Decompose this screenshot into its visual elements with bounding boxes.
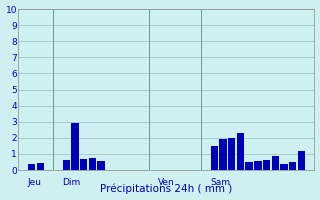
Bar	[71, 123, 79, 170]
Bar	[98, 161, 105, 170]
Bar	[36, 163, 44, 170]
Bar	[263, 160, 270, 170]
Bar	[63, 160, 70, 170]
Bar	[272, 156, 279, 170]
Bar	[89, 158, 96, 170]
Bar	[254, 161, 261, 170]
Bar	[237, 133, 244, 170]
Bar	[211, 146, 218, 170]
Bar	[245, 162, 253, 170]
Bar	[80, 159, 87, 170]
Bar	[289, 162, 296, 170]
Bar	[219, 139, 227, 170]
Bar	[280, 164, 288, 170]
Bar	[28, 164, 35, 170]
Text: Sam: Sam	[210, 178, 230, 187]
Text: Ven: Ven	[158, 178, 174, 187]
X-axis label: Précipitations 24h ( mm ): Précipitations 24h ( mm )	[100, 184, 233, 194]
Bar	[228, 138, 236, 170]
Bar	[298, 151, 305, 170]
Text: Jeu: Jeu	[27, 178, 41, 187]
Text: Dim: Dim	[62, 178, 80, 187]
